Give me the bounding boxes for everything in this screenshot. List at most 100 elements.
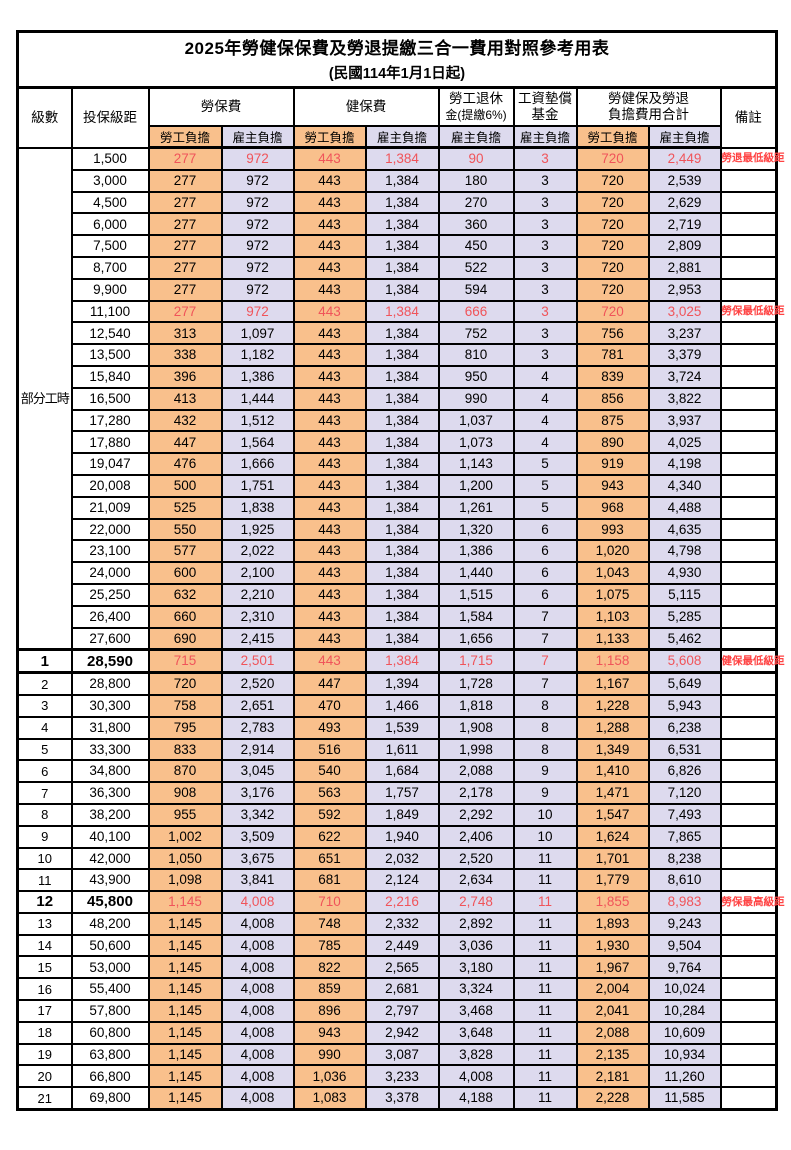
salary-bracket-cell: 34,800 bbox=[70, 759, 150, 784]
value-cell: 1,779 bbox=[575, 868, 650, 893]
note-cell bbox=[719, 473, 778, 498]
value-cell: 720 bbox=[575, 277, 650, 302]
value-cell: 1,855 bbox=[575, 890, 650, 914]
value-cell: 3 bbox=[512, 234, 578, 258]
salary-bracket-cell: 17,280 bbox=[70, 408, 150, 433]
value-cell: 2,719 bbox=[647, 212, 722, 237]
value-cell: 443 bbox=[292, 299, 367, 324]
value-cell: 443 bbox=[292, 539, 367, 564]
note-cell bbox=[719, 693, 778, 718]
salary-bracket-cell: 6,000 bbox=[70, 212, 150, 237]
value-cell: 968 bbox=[575, 495, 650, 520]
value-cell: 5,943 bbox=[647, 693, 722, 718]
value-cell: 500 bbox=[147, 473, 223, 498]
value-cell: 443 bbox=[292, 582, 367, 607]
value-cell: 1,384 bbox=[364, 452, 440, 476]
value-cell: 3,675 bbox=[220, 846, 295, 871]
value-cell: 1,384 bbox=[364, 582, 440, 607]
table-row: 17 57,800 1,145 4,008 896 2,797 3,468 11 2,041 10… bbox=[16, 999, 778, 1023]
value-cell: 1,394 bbox=[364, 671, 440, 696]
value-cell: 1,145 bbox=[147, 1064, 223, 1089]
value-cell: 1,564 bbox=[220, 430, 295, 455]
group-label-part-time: 部分工時 bbox=[16, 146, 73, 651]
value-cell: 919 bbox=[575, 452, 650, 476]
value-cell: 972 bbox=[220, 168, 295, 193]
table-row: 10 42,000 1,050 3,675 651 2,032 2,520 11 1,701 8,… bbox=[16, 846, 778, 871]
salary-bracket-cell: 28,590 bbox=[70, 648, 150, 674]
value-cell: 3 bbox=[512, 168, 578, 193]
value-cell: 715 bbox=[147, 648, 223, 674]
value-cell: 1,818 bbox=[437, 693, 515, 718]
value-cell: 1,384 bbox=[364, 234, 440, 258]
level-cell: 20 bbox=[16, 1064, 73, 1089]
value-cell: 4,025 bbox=[647, 430, 722, 455]
value-cell: 990 bbox=[292, 1042, 367, 1067]
value-cell: 443 bbox=[292, 343, 367, 367]
value-cell: 443 bbox=[292, 517, 367, 542]
salary-bracket-cell: 7,500 bbox=[70, 234, 150, 258]
value-cell: 1,386 bbox=[437, 539, 515, 564]
value-cell: 720 bbox=[147, 671, 223, 696]
value-cell: 870 bbox=[147, 759, 223, 784]
value-cell: 1,143 bbox=[437, 452, 515, 476]
value-cell: 11 bbox=[512, 1020, 578, 1045]
value-cell: 470 bbox=[292, 693, 367, 718]
value-cell: 270 bbox=[437, 190, 515, 215]
value-cell: 3,176 bbox=[220, 781, 295, 805]
value-cell: 493 bbox=[292, 715, 367, 740]
level-cell: 2 bbox=[16, 671, 73, 696]
value-cell: 4,008 bbox=[220, 890, 295, 914]
value-cell: 7 bbox=[512, 648, 578, 674]
value-cell: 1,584 bbox=[437, 604, 515, 629]
level-cell: 14 bbox=[16, 933, 73, 958]
value-cell: 1,384 bbox=[364, 473, 440, 498]
salary-bracket-cell: 19,047 bbox=[70, 452, 150, 476]
value-cell: 9,243 bbox=[647, 911, 722, 936]
header-health-insurance: 健保費 bbox=[292, 86, 440, 127]
value-cell: 10,284 bbox=[647, 999, 722, 1023]
value-cell: 11 bbox=[512, 890, 578, 914]
value-cell: 785 bbox=[292, 933, 367, 958]
value-cell: 3 bbox=[512, 343, 578, 367]
value-cell: 4 bbox=[512, 408, 578, 433]
value-cell: 277 bbox=[147, 277, 223, 302]
value-cell: 7,865 bbox=[647, 824, 722, 849]
value-cell: 690 bbox=[147, 626, 223, 651]
subheader-pension-employer: 雇主負擔 bbox=[437, 125, 515, 149]
value-cell: 2,004 bbox=[575, 977, 650, 1002]
value-cell: 1,182 bbox=[220, 343, 295, 367]
value-cell: 2,406 bbox=[437, 824, 515, 849]
value-cell: 447 bbox=[292, 671, 367, 696]
value-cell: 11 bbox=[512, 1064, 578, 1089]
value-cell: 3,822 bbox=[647, 386, 722, 411]
value-cell: 9,504 bbox=[647, 933, 722, 958]
value-cell: 443 bbox=[292, 648, 367, 674]
value-cell: 2,953 bbox=[647, 277, 722, 302]
value-cell: 3 bbox=[512, 146, 578, 171]
header-wage-arrears-fund-line2: 基金 bbox=[531, 107, 559, 122]
value-cell: 660 bbox=[147, 604, 223, 629]
value-cell: 1,908 bbox=[437, 715, 515, 740]
salary-bracket-cell: 63,800 bbox=[70, 1042, 150, 1067]
subheader-total-employer: 雇主負擔 bbox=[647, 125, 722, 149]
value-cell: 3,237 bbox=[647, 321, 722, 346]
note-cell bbox=[719, 1086, 778, 1111]
salary-bracket-cell: 16,500 bbox=[70, 386, 150, 411]
salary-bracket-cell: 24,000 bbox=[70, 561, 150, 585]
value-cell: 4,008 bbox=[220, 1064, 295, 1089]
header-total-burden-line1: 勞健保及勞退 bbox=[608, 91, 689, 106]
value-cell: 710 bbox=[292, 890, 367, 914]
value-cell: 1,515 bbox=[437, 582, 515, 607]
value-cell: 3,841 bbox=[220, 868, 295, 893]
value-cell: 1,728 bbox=[437, 671, 515, 696]
value-cell: 277 bbox=[147, 255, 223, 280]
value-cell: 443 bbox=[292, 408, 367, 433]
level-cell: 11 bbox=[16, 868, 73, 893]
value-cell: 1,288 bbox=[575, 715, 650, 740]
value-cell: 943 bbox=[575, 473, 650, 498]
value-cell: 277 bbox=[147, 299, 223, 324]
value-cell: 1,893 bbox=[575, 911, 650, 936]
salary-bracket-cell: 53,000 bbox=[70, 955, 150, 980]
table-row: 20,008 500 1,751 443 1,384 1,200 5 943 4,340 bbox=[18, 473, 778, 498]
table-row: 6,000 277 972 443 1,384 360 3 720 2,719 bbox=[18, 212, 778, 237]
